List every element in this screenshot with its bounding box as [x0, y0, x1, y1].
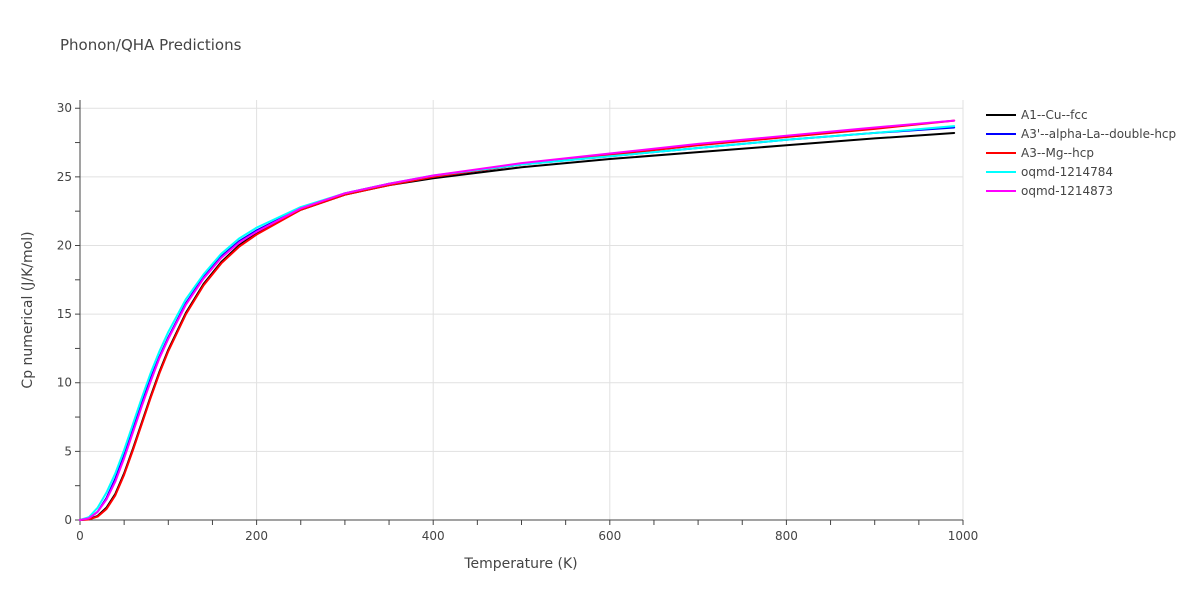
x-tick-label: 600: [598, 529, 621, 543]
series-line-5: [79, 119, 956, 521]
legend-label: oqmd-1214784: [1021, 165, 1113, 179]
y-tick-label: 0: [64, 513, 72, 527]
y-tick-label: 5: [64, 444, 72, 458]
chart-title: Phonon/QHA Predictions: [60, 36, 242, 54]
axes: 0 200 400 600 800 1000 0 5 10 15 20 25 30: [57, 100, 979, 543]
y-tick-label: 10: [57, 376, 72, 390]
series-line-1: [79, 131, 956, 521]
legend-label: A3'--alpha-La--double-hcp: [1021, 127, 1176, 141]
x-axis-label: Temperature (K): [463, 556, 577, 572]
plot-area: [79, 119, 956, 521]
series-line-4: [79, 125, 956, 521]
y-tick-label: 25: [57, 170, 72, 184]
series-line-2: [79, 126, 956, 521]
x-tick-label: 200: [245, 529, 268, 543]
y-tick-label: 30: [57, 101, 72, 115]
legend-label: oqmd-1214873: [1021, 184, 1113, 198]
x-tick-label: 0: [76, 529, 84, 543]
y-tick-label: 20: [57, 238, 72, 252]
y-axis-label: Cp numerical (J/K/mol): [20, 231, 36, 388]
series-line-3: [79, 119, 956, 521]
legend: A1--Cu--fcc A3'--alpha-La--double-hcp A3--…: [986, 108, 1176, 198]
x-tick-label: 800: [775, 529, 798, 543]
y-tick-label: 15: [57, 307, 72, 321]
legend-label: A1--Cu--fcc: [1021, 108, 1088, 122]
legend-label: A3--Mg--hcp: [1021, 146, 1094, 160]
x-tick-label: 1000: [948, 529, 979, 543]
grid: [80, 100, 964, 520]
x-tick-label: 400: [422, 529, 445, 543]
